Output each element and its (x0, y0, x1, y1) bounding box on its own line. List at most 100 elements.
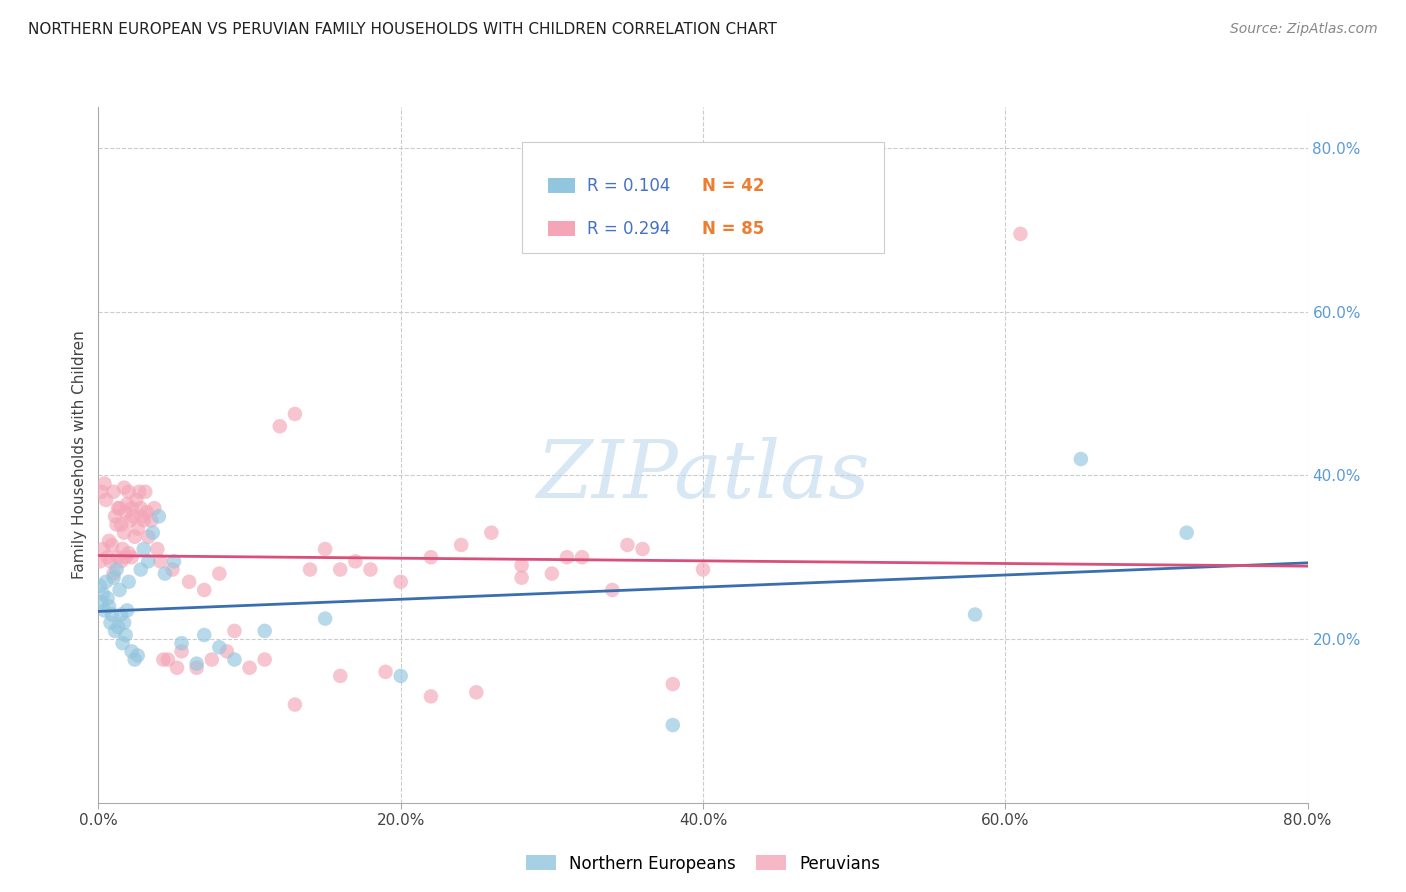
Point (141, 513, 163, 527)
Point (114, 550, 136, 565)
Point (360, 562, 382, 576)
Point (93, 476, 115, 491)
Point (94, 492, 117, 507)
Text: N = 42: N = 42 (702, 177, 765, 194)
Point (201, 652, 224, 666)
Point (193, 628, 215, 642)
FancyBboxPatch shape (548, 178, 575, 194)
Point (89, 579, 111, 593)
Point (314, 612, 336, 626)
Point (166, 661, 188, 675)
Point (179, 574, 201, 589)
Point (329, 669, 352, 683)
Point (98, 599, 121, 614)
Point (129, 501, 152, 516)
Point (124, 652, 146, 666)
Point (107, 550, 129, 565)
Point (114, 505, 136, 519)
Point (170, 644, 193, 658)
Point (170, 636, 193, 650)
Point (90, 595, 112, 609)
Point (156, 652, 179, 666)
Point (149, 554, 172, 568)
Point (100, 554, 122, 568)
Point (104, 624, 127, 638)
Point (136, 554, 159, 568)
Point (662, 677, 685, 691)
Text: Source: ZipAtlas.com: Source: ZipAtlas.com (1230, 22, 1378, 37)
Point (186, 657, 208, 671)
Point (105, 562, 128, 576)
Point (101, 538, 124, 552)
Point (131, 509, 153, 524)
FancyBboxPatch shape (548, 221, 575, 236)
Point (420, 550, 443, 565)
Point (103, 571, 125, 585)
Point (329, 562, 352, 576)
Point (481, 525, 503, 540)
Point (93, 603, 115, 617)
Point (314, 542, 336, 557)
Point (125, 492, 148, 507)
Point (121, 644, 143, 658)
Point (124, 530, 146, 544)
Point (510, 571, 533, 585)
Point (143, 501, 166, 516)
Point (110, 607, 132, 622)
Point (510, 558, 533, 573)
Point (146, 542, 169, 557)
Point (90, 484, 112, 499)
Point (692, 562, 714, 576)
Point (253, 652, 276, 666)
Point (193, 582, 215, 597)
Point (98, 533, 121, 548)
Point (269, 419, 291, 434)
Point (540, 566, 562, 581)
Point (107, 501, 129, 516)
Legend: Northern Europeans, Peruvians: Northern Europeans, Peruvians (519, 848, 887, 880)
Point (662, 718, 685, 732)
Text: N = 85: N = 85 (702, 219, 763, 237)
Point (136, 530, 159, 544)
Point (127, 522, 149, 536)
Point (631, 542, 654, 557)
Point (118, 484, 141, 499)
Text: NORTHERN EUROPEAN VS PERUVIAN FAMILY HOUSEHOLDS WITH CHILDREN CORRELATION CHART: NORTHERN EUROPEAN VS PERUVIAN FAMILY HOU… (28, 22, 778, 37)
Point (284, 407, 307, 421)
Point (128, 484, 150, 499)
Point (215, 644, 238, 658)
Point (450, 538, 472, 552)
Point (208, 640, 231, 655)
Point (148, 509, 170, 524)
Point (96, 550, 118, 565)
Point (103, 484, 125, 499)
Point (94, 574, 117, 589)
Point (120, 513, 142, 527)
Y-axis label: Family Households with Children: Family Households with Children (72, 331, 87, 579)
Point (224, 624, 246, 638)
Point (91, 587, 114, 601)
Point (142, 525, 165, 540)
Point (153, 566, 176, 581)
Point (208, 566, 231, 581)
Point (616, 538, 638, 552)
Point (100, 615, 122, 630)
Point (101, 607, 124, 622)
Point (129, 562, 152, 576)
Point (110, 554, 132, 568)
Point (108, 582, 131, 597)
Point (284, 698, 307, 712)
Point (1010, 227, 1032, 241)
Point (571, 550, 593, 565)
Point (122, 509, 145, 524)
Point (111, 542, 134, 557)
Point (253, 624, 276, 638)
Point (965, 607, 987, 622)
Point (107, 620, 129, 634)
Point (91, 542, 114, 557)
Point (152, 652, 174, 666)
Point (239, 661, 262, 675)
Point (110, 517, 132, 532)
Point (420, 690, 443, 704)
Point (96, 591, 118, 606)
